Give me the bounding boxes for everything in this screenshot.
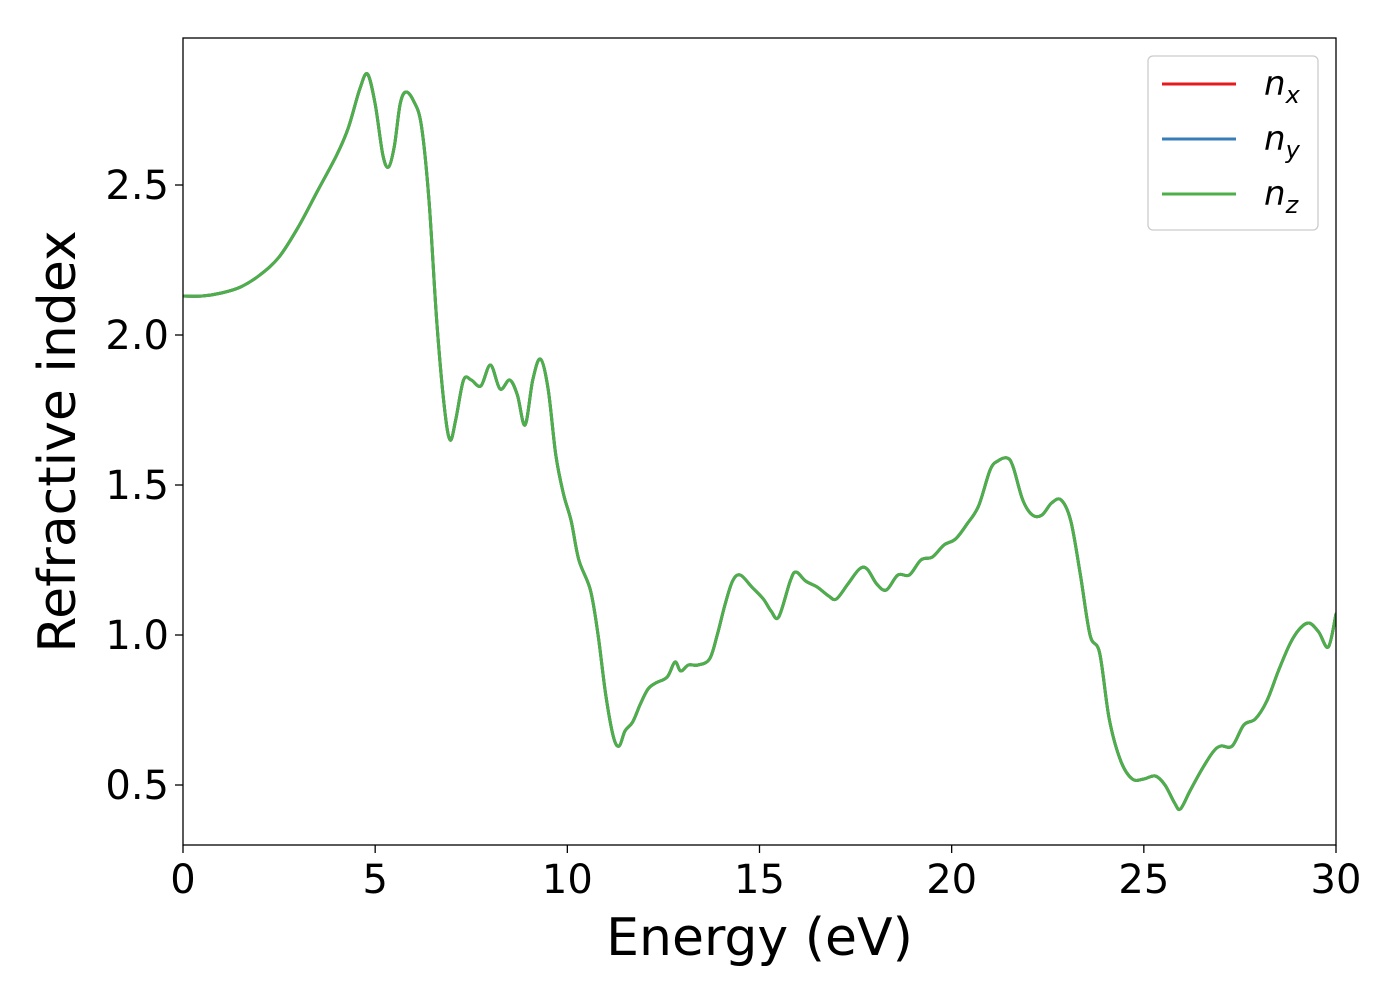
x-tick-label: 30 bbox=[1311, 857, 1362, 903]
y-tick-label: 1.0 bbox=[105, 613, 169, 659]
y-tick-label: 2.5 bbox=[105, 163, 169, 209]
x-tick-label: 20 bbox=[926, 857, 977, 903]
x-tick-label: 5 bbox=[362, 857, 387, 903]
y-axis-title: Refractive index bbox=[28, 230, 88, 652]
x-tick-label: 15 bbox=[734, 857, 785, 903]
y-tick-label: 0.5 bbox=[105, 763, 169, 809]
legend-label-x: nx bbox=[1264, 64, 1301, 109]
legend-box bbox=[1147, 55, 1319, 231]
axis-ticks: 0 5 10 15 20 25 30 0.5 1.0 1.5 2.0 2.5 bbox=[105, 163, 1361, 903]
plot-area bbox=[183, 72, 1336, 811]
y-tick-label: 2.0 bbox=[105, 313, 169, 359]
x-axis-title: Energy (eV) bbox=[606, 908, 913, 968]
y-tick-label: 1.5 bbox=[105, 463, 169, 509]
legend: nx ny nz bbox=[1147, 55, 1319, 231]
legend-label-z: nz bbox=[1264, 174, 1300, 219]
x-tick-label: 10 bbox=[542, 857, 593, 903]
x-tick-label: 25 bbox=[1118, 857, 1169, 903]
series-line-z bbox=[183, 72, 1336, 811]
legend-label-y: ny bbox=[1264, 119, 1301, 164]
x-tick-label: 0 bbox=[170, 857, 195, 903]
